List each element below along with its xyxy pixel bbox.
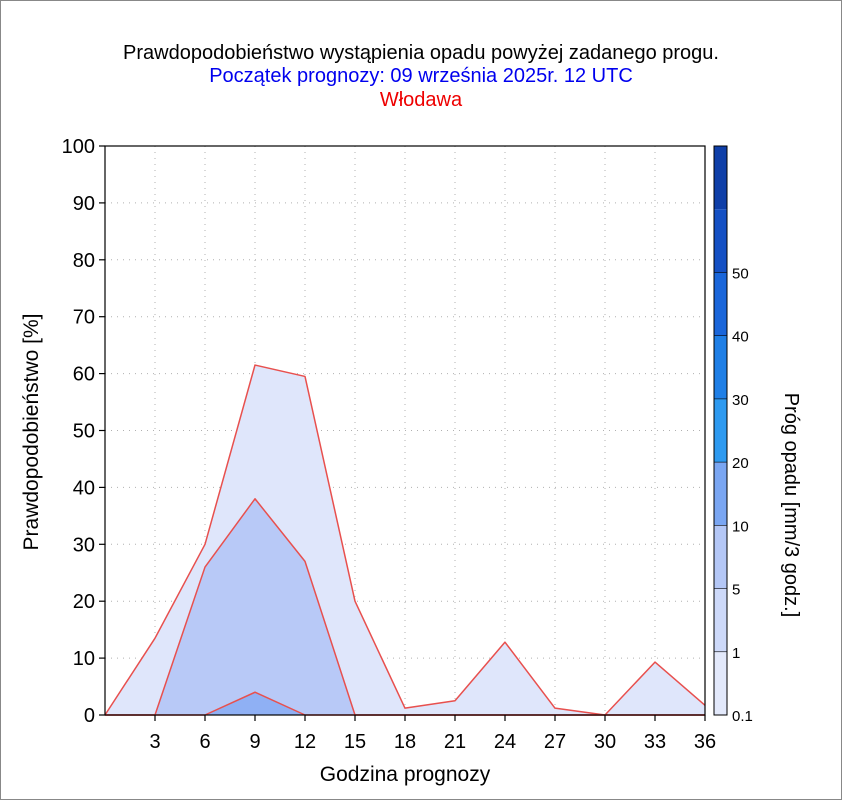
colorbar-cell xyxy=(714,588,727,652)
colorbar-label: Próg opadu [mm/3 godz.] xyxy=(780,393,802,618)
colorbar: 0.1 1 5 10 20 30 40 50 xyxy=(713,145,753,725)
x-tick-label: 18 xyxy=(394,731,416,753)
y-tick-label: 0 xyxy=(84,705,95,727)
forecast-start-subtitle: Początek prognozy: 09 września 2025r. 12… xyxy=(209,65,633,87)
x-tick-label: 12 xyxy=(294,731,316,753)
colorbar-label: 30 xyxy=(732,392,749,409)
colorbar-label: 0.1 xyxy=(732,708,753,725)
area-threshold-1 xyxy=(105,498,705,715)
x-tick-label: 3 xyxy=(149,731,160,753)
x-tick-label: 27 xyxy=(544,731,566,753)
y-tick-label: 50 xyxy=(73,421,95,443)
y-tick-labels: 0 10 20 30 40 50 60 70 80 90 100 xyxy=(62,136,95,727)
colorbar-cell xyxy=(714,335,727,399)
y-tick-label: 10 xyxy=(73,648,95,670)
colorbar-cell xyxy=(714,146,727,210)
y-tick-label: 40 xyxy=(73,477,95,499)
x-tick-label: 21 xyxy=(444,731,466,753)
x-tick-label: 33 xyxy=(644,731,666,753)
y-tick-label: 80 xyxy=(73,250,95,272)
x-tick-label: 9 xyxy=(249,731,260,753)
y-tick-label: 70 xyxy=(73,307,95,329)
colorbar-cell xyxy=(714,525,727,589)
x-tick-label: 6 xyxy=(199,731,210,753)
colorbar-cell xyxy=(714,272,727,336)
x-tick-labels: 3 6 9 12 15 18 21 24 27 30 33 36 xyxy=(149,731,716,753)
y-tick-label: 90 xyxy=(73,193,95,215)
colorbar-label: 50 xyxy=(732,265,749,282)
area-threshold-5 xyxy=(105,692,705,715)
colorbar-label: 1 xyxy=(732,645,740,662)
colorbar-label: 10 xyxy=(732,518,749,535)
y-tick-label: 30 xyxy=(73,534,95,556)
y-tick-label: 20 xyxy=(73,591,95,613)
chart-title: Prawdopodobieństwo wystąpienia opadu pow… xyxy=(123,42,719,64)
colorbar-label: 40 xyxy=(732,329,749,346)
y-tick-label: 60 xyxy=(73,364,95,386)
location-label: Włodawa xyxy=(379,89,463,111)
x-tick-label: 15 xyxy=(344,731,366,753)
y-tick-label: 100 xyxy=(62,136,95,158)
colorbar-cell xyxy=(714,462,727,526)
colorbar-cell xyxy=(714,651,727,715)
colorbar-cell xyxy=(714,398,727,463)
x-tick-label: 30 xyxy=(594,731,616,753)
y-axis-label: Prawdopodobieństwo [%] xyxy=(20,314,43,551)
x-axis-label: Godzina prognozy xyxy=(320,763,491,786)
x-tick-label: 24 xyxy=(494,731,516,753)
colorbar-label: 20 xyxy=(732,455,749,472)
x-tick-label: 36 xyxy=(694,731,716,753)
colorbar-label: 5 xyxy=(732,582,740,599)
axes xyxy=(99,145,706,721)
colorbar-cell xyxy=(714,209,727,273)
